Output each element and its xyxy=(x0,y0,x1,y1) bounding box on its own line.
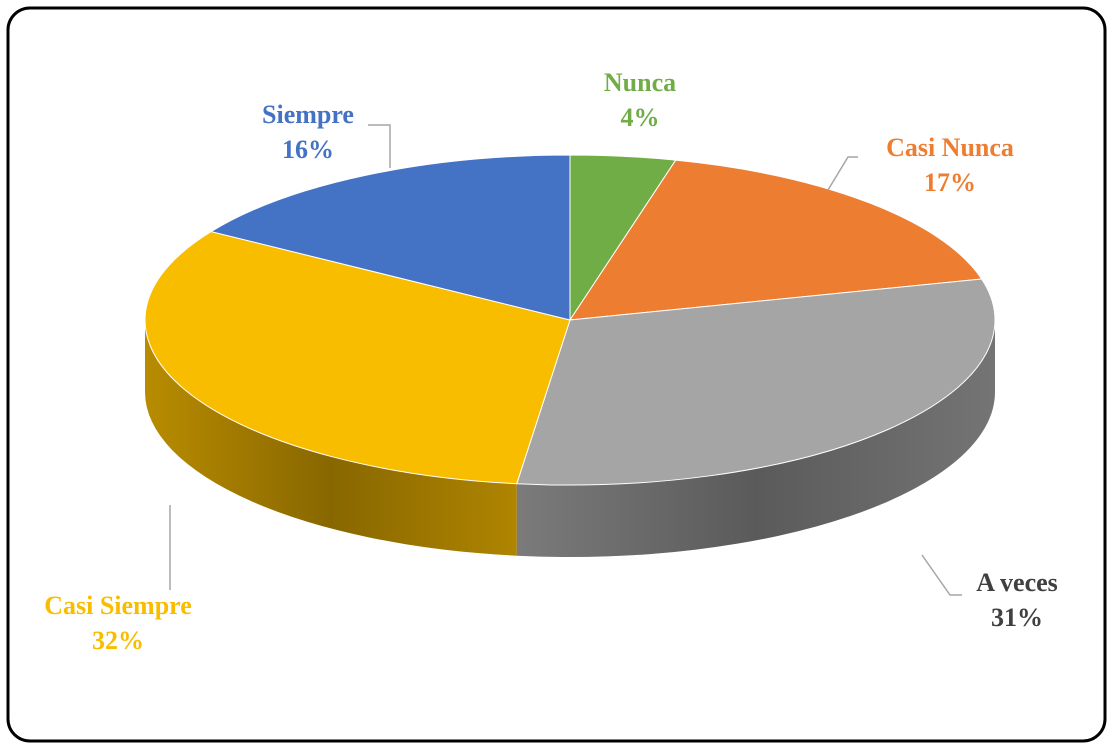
value-label: 17% xyxy=(924,168,976,197)
leader-line xyxy=(368,124,391,168)
leader-line xyxy=(827,156,858,191)
value-label: 31% xyxy=(991,603,1043,632)
category-label: Casi Siempre xyxy=(44,591,192,620)
value-label: 16% xyxy=(282,135,334,164)
leader-line xyxy=(921,554,962,596)
pie-side-shade xyxy=(145,320,517,556)
pie-tops xyxy=(144,154,996,486)
pie-slice xyxy=(516,278,996,486)
pie-slice xyxy=(144,231,571,485)
category-label: Siempre xyxy=(262,100,354,129)
value-label: 32% xyxy=(92,626,144,655)
pie-slice xyxy=(569,159,983,321)
pie-slice xyxy=(209,154,571,321)
data-labels: Nunca 4% Casi Nunca 17% A veces 31% Casi Siemp… xyxy=(44,68,1058,655)
category-label: Nunca xyxy=(604,68,676,97)
pie-sides xyxy=(145,320,995,557)
pie-side-shade xyxy=(516,320,995,557)
category-label: A veces xyxy=(976,568,1058,597)
category-label: Casi Nunca xyxy=(886,133,1014,162)
value-label: 4% xyxy=(621,103,660,132)
